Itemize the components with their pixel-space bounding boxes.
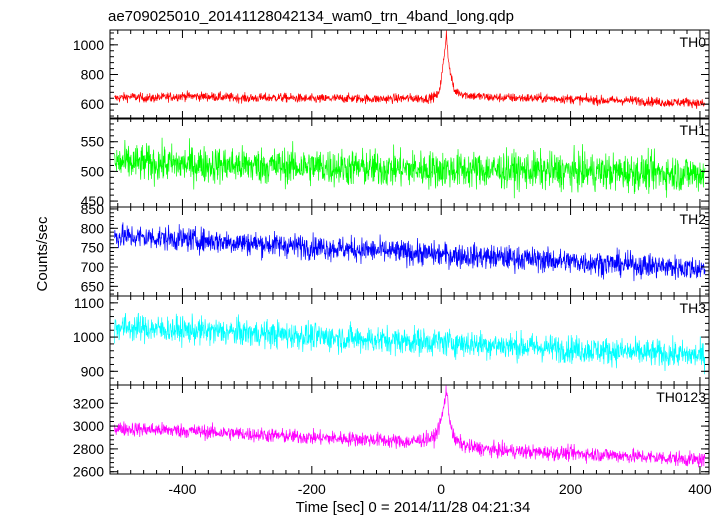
panel-label: TH2 xyxy=(680,211,707,227)
y-tick-label: 850 xyxy=(81,201,105,217)
x-tick-label: 200 xyxy=(559,481,583,497)
panel-th0123: 2600 2800 3000 3200 TH0123 xyxy=(73,384,710,480)
y-tick-label: 1000 xyxy=(73,37,104,53)
y-tick-label: 450 xyxy=(81,193,105,209)
chart-title: ae709025010_20141128042134_wam0_trn_4ban… xyxy=(108,8,514,25)
y-tick-label: 1000 xyxy=(73,329,104,345)
y-tick-label: 700 xyxy=(81,259,105,275)
series-line-th3 xyxy=(114,312,706,375)
x-tick-label: 400 xyxy=(688,481,712,497)
y-tick-label: 3200 xyxy=(73,395,104,411)
x-axis-label: Time [sec] 0 = 2014/11/28 04:21:34 xyxy=(296,499,531,516)
series-line-th1 xyxy=(114,137,706,199)
panel-label: TH0 xyxy=(680,34,707,50)
panel-label: TH1 xyxy=(680,122,707,138)
panel-label: TH0123 xyxy=(656,389,706,405)
x-tick-label: -400 xyxy=(168,481,196,497)
panel-frame xyxy=(109,29,710,120)
series-line-th0 xyxy=(114,30,706,109)
panel-frame xyxy=(109,384,710,475)
y-tick-label: 800 xyxy=(81,67,105,83)
y-tick-label: 3000 xyxy=(73,418,104,434)
x-tick-label: 0 xyxy=(437,481,445,497)
y-tick-label: 650 xyxy=(81,278,105,294)
y-tick-label: 550 xyxy=(81,134,105,150)
panel-th0: 600 800 1000 TH0 xyxy=(73,29,710,120)
y-tick-label: 800 xyxy=(81,220,105,236)
y-tick-label: 600 xyxy=(81,96,105,112)
y-tick-label: 1100 xyxy=(74,295,104,311)
panels: 600 800 1000 TH0 450 500 550 TH1 650 700 750 800 850… xyxy=(73,29,712,497)
panel-th2: 650 700 750 800 850 TH2 xyxy=(81,201,710,297)
y-tick-label: 750 xyxy=(81,240,105,256)
y-tick-label: 500 xyxy=(81,163,105,179)
panel-th3: 900 1000 1100 TH3 xyxy=(73,295,710,386)
panel-th1: 450 500 550 TH1 xyxy=(81,117,710,209)
y-tick-label: 900 xyxy=(81,363,105,379)
series-line-th0123 xyxy=(114,385,706,468)
series-line-th2 xyxy=(114,222,706,282)
panel-label: TH3 xyxy=(680,300,707,316)
y-axis-label: Counts/sec xyxy=(34,216,51,292)
y-tick-label: 2600 xyxy=(73,464,104,480)
y-tick-label: 2800 xyxy=(73,441,104,457)
x-tick-label: -200 xyxy=(298,481,326,497)
